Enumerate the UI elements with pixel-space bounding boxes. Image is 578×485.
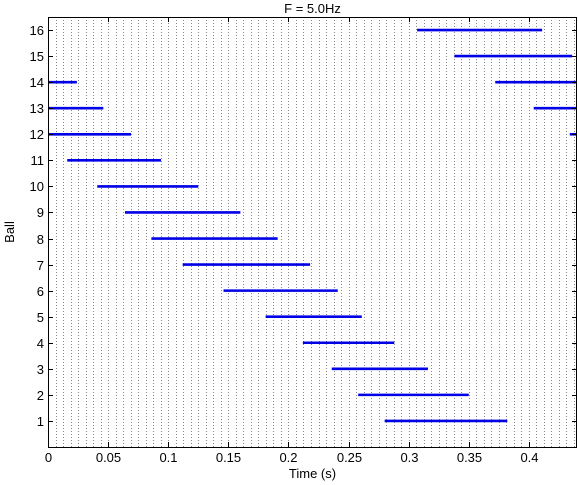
y-tick-label-15: 16 [30, 23, 44, 38]
y-tick-label-6: 7 [37, 258, 44, 273]
y-tick-label-7: 8 [37, 232, 44, 247]
y-tick-label-3: 4 [37, 336, 44, 351]
segments [48, 28, 577, 423]
x-tick-label-6: 0.3 [400, 450, 418, 465]
y-tick-label-13: 14 [30, 75, 44, 90]
y-tick-label-1: 2 [37, 388, 44, 403]
y-tick-label-5: 6 [37, 284, 44, 299]
x-axis-title: Time (s) [289, 466, 336, 481]
chart-title: F = 5.0Hz [284, 1, 341, 16]
x-tick-label-4: 0.2 [279, 450, 297, 465]
y-tick-label-11: 12 [30, 127, 44, 142]
y-tick-label-9: 10 [30, 179, 44, 194]
x-tick-label-1: 0.05 [96, 450, 121, 465]
x-tick-label-0: 0 [45, 450, 52, 465]
x-tick-label-2: 0.1 [159, 450, 177, 465]
x-axis: 0 0.05 0.1 0.15 0.2 0.25 0.3 0.35 0.4 [45, 17, 539, 465]
y-axis-title: Ball [2, 221, 17, 243]
y-tick-label-0: 1 [37, 414, 44, 429]
y-tick-label-4: 5 [37, 310, 44, 325]
y-tick-label-14: 15 [30, 49, 44, 64]
x-tick-label-5: 0.25 [337, 450, 362, 465]
x-tick-label-8: 0.4 [520, 450, 538, 465]
y-tick-label-8: 9 [37, 205, 44, 220]
plot-frame [48, 17, 577, 448]
y-tick-label-12: 13 [30, 101, 44, 116]
x-tick-label-3: 0.15 [216, 450, 241, 465]
y-tick-label-2: 3 [37, 362, 44, 377]
y-tick-label-10: 11 [31, 153, 45, 168]
x-tick-label-7: 0.35 [457, 450, 482, 465]
